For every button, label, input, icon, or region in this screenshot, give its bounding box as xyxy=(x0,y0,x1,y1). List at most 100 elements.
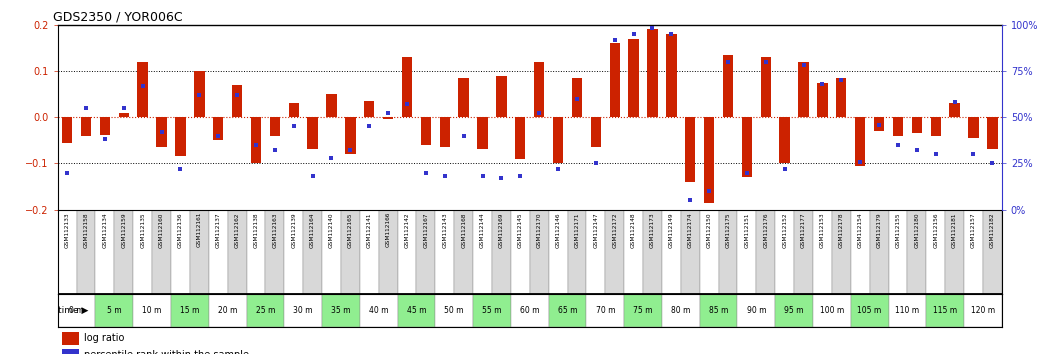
Bar xyxy=(152,210,171,293)
Bar xyxy=(987,117,998,149)
Text: GSM112153: GSM112153 xyxy=(820,212,825,248)
Bar xyxy=(756,210,775,293)
Text: 110 m: 110 m xyxy=(896,306,919,315)
Bar xyxy=(983,210,1002,293)
Bar xyxy=(416,210,435,293)
Text: 85 m: 85 m xyxy=(709,306,728,315)
Bar xyxy=(700,210,719,293)
Bar xyxy=(458,78,469,117)
Bar xyxy=(870,210,889,293)
Text: GSM112145: GSM112145 xyxy=(518,212,522,248)
Bar xyxy=(568,210,586,293)
Bar xyxy=(379,210,398,293)
Bar xyxy=(435,293,473,327)
Text: GSM112175: GSM112175 xyxy=(726,212,730,248)
Text: GSM112140: GSM112140 xyxy=(329,212,334,248)
Text: GSM112136: GSM112136 xyxy=(178,212,183,247)
Text: log ratio: log ratio xyxy=(84,333,125,343)
Bar xyxy=(209,293,247,327)
Bar xyxy=(534,62,544,117)
Bar xyxy=(209,210,228,293)
Bar xyxy=(926,210,945,293)
Text: 20 m: 20 m xyxy=(218,306,237,315)
Bar xyxy=(341,210,360,293)
Text: 105 m: 105 m xyxy=(857,306,882,315)
Bar xyxy=(133,293,171,327)
Bar xyxy=(473,293,511,327)
Bar xyxy=(964,293,1002,327)
Bar xyxy=(775,293,813,327)
Bar xyxy=(666,34,677,117)
Bar xyxy=(855,117,865,166)
Text: GSM112159: GSM112159 xyxy=(122,212,126,248)
Text: GSM112143: GSM112143 xyxy=(443,212,447,248)
Text: 100 m: 100 m xyxy=(819,306,844,315)
Bar xyxy=(930,117,941,136)
Bar xyxy=(586,210,605,293)
Text: 60 m: 60 m xyxy=(520,306,539,315)
Bar xyxy=(662,210,681,293)
Bar xyxy=(889,210,907,293)
Bar xyxy=(100,117,110,135)
Text: 10 m: 10 m xyxy=(143,306,162,315)
Text: 55 m: 55 m xyxy=(483,306,501,315)
Text: GSM112178: GSM112178 xyxy=(839,212,843,248)
Bar xyxy=(156,117,167,147)
Text: GSM112168: GSM112168 xyxy=(462,212,466,247)
Text: GSM112163: GSM112163 xyxy=(273,212,277,247)
Bar xyxy=(492,210,511,293)
Text: GSM112147: GSM112147 xyxy=(594,212,598,248)
Text: GSM112134: GSM112134 xyxy=(103,212,107,248)
Text: GSM112162: GSM112162 xyxy=(235,212,239,247)
Bar xyxy=(907,210,926,293)
Bar xyxy=(454,210,473,293)
Bar xyxy=(761,57,771,117)
Text: GSM112182: GSM112182 xyxy=(990,212,994,248)
Bar xyxy=(190,210,209,293)
Bar xyxy=(326,94,337,117)
Bar xyxy=(549,210,568,293)
Bar xyxy=(307,117,318,149)
Bar xyxy=(643,210,662,293)
Text: GSM112157: GSM112157 xyxy=(971,212,976,248)
Bar xyxy=(704,117,714,202)
Text: 25 m: 25 m xyxy=(256,306,275,315)
Bar xyxy=(779,117,790,163)
Text: GSM112174: GSM112174 xyxy=(688,212,692,248)
Bar xyxy=(62,117,72,143)
Bar xyxy=(194,71,205,117)
Text: GSM112150: GSM112150 xyxy=(707,212,711,248)
Bar xyxy=(851,293,889,327)
Bar xyxy=(175,117,186,156)
Bar xyxy=(794,210,813,293)
Text: GSM112179: GSM112179 xyxy=(877,212,881,248)
Bar xyxy=(133,210,152,293)
Bar xyxy=(737,210,756,293)
Bar xyxy=(832,210,851,293)
Bar xyxy=(496,76,507,117)
Bar xyxy=(247,210,265,293)
Text: time ▶: time ▶ xyxy=(58,306,88,315)
Bar xyxy=(251,117,261,163)
Bar xyxy=(549,293,586,327)
Text: GSM112166: GSM112166 xyxy=(386,212,390,247)
Bar xyxy=(530,210,549,293)
Text: GSM112144: GSM112144 xyxy=(480,212,485,248)
Bar xyxy=(119,113,129,117)
Bar xyxy=(171,293,209,327)
Bar xyxy=(647,29,658,117)
Bar xyxy=(700,293,737,327)
Bar xyxy=(836,78,847,117)
Text: GSM112176: GSM112176 xyxy=(764,212,768,247)
Bar xyxy=(681,210,700,293)
Bar xyxy=(473,210,492,293)
Bar xyxy=(591,117,601,147)
Bar xyxy=(402,57,412,117)
Bar xyxy=(662,293,700,327)
Text: GSM112171: GSM112171 xyxy=(575,212,579,247)
Text: GSM112155: GSM112155 xyxy=(896,212,900,248)
Bar xyxy=(398,293,435,327)
Text: GSM112161: GSM112161 xyxy=(197,212,201,247)
Bar xyxy=(265,210,284,293)
Bar xyxy=(322,293,360,327)
